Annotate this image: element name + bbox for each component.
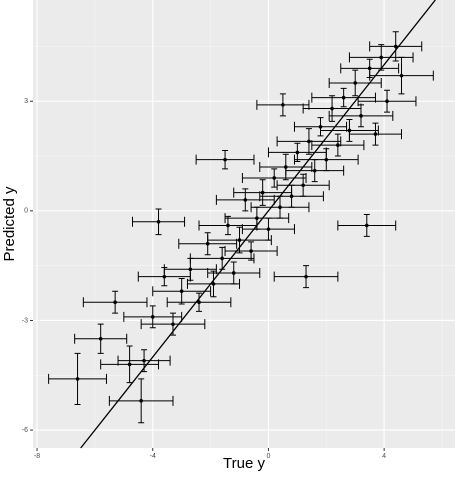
point [324, 157, 329, 162]
point [364, 223, 369, 228]
point [373, 132, 378, 136]
point [156, 220, 161, 224]
point [98, 336, 103, 341]
x-tick-label: -4 [150, 453, 156, 460]
point [367, 66, 372, 71]
point [162, 274, 167, 279]
x-tick-label: 4 [382, 453, 386, 460]
point [393, 44, 398, 49]
y-tick-label: -3 [22, 317, 28, 324]
point [295, 150, 300, 155]
point [171, 322, 175, 326]
point [113, 300, 117, 304]
point [266, 227, 271, 231]
panel [33, 0, 455, 448]
point [330, 106, 334, 111]
point [336, 143, 340, 147]
point [226, 223, 230, 228]
point [385, 99, 389, 104]
point [379, 55, 384, 60]
y-tick-label: -6 [22, 427, 28, 434]
y-tick-label: 3 [24, 98, 28, 105]
point [127, 362, 132, 367]
point [304, 274, 308, 279]
y-axis-title: Predicted y [1, 186, 18, 262]
point [260, 190, 265, 195]
point [341, 95, 346, 100]
point [307, 139, 311, 144]
point [359, 114, 363, 118]
point [150, 315, 155, 319]
point [272, 176, 277, 180]
point [255, 216, 259, 220]
point [237, 238, 242, 242]
point [249, 249, 253, 253]
reference-line [80, 0, 436, 449]
point [211, 282, 216, 286]
point [75, 377, 80, 381]
point [197, 300, 201, 304]
point [301, 183, 305, 188]
point [289, 194, 294, 199]
point [231, 271, 236, 275]
point [179, 289, 184, 294]
point [312, 168, 317, 173]
point [142, 358, 146, 363]
x-tick-label: 0 [266, 453, 270, 460]
point [220, 256, 224, 261]
point [139, 399, 143, 403]
y-tick-label: 0 [24, 208, 28, 215]
point [353, 81, 358, 85]
point [399, 73, 404, 78]
grid [33, 0, 455, 448]
x-axis-title: True y [223, 455, 265, 472]
point [243, 198, 248, 202]
x-tick-label: -8 [34, 453, 40, 460]
marks [48, 31, 434, 424]
point [278, 205, 282, 209]
point [281, 103, 285, 107]
point [188, 267, 193, 272]
point [223, 157, 227, 162]
